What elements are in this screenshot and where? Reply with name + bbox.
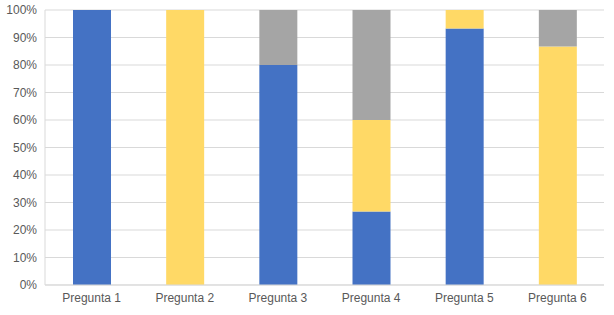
svg-text:Pregunta 3: Pregunta 3 <box>249 291 308 305</box>
svg-text:Pregunta 1: Pregunta 1 <box>62 291 121 305</box>
svg-text:50%: 50% <box>13 141 37 155</box>
svg-text:Pregunta 5: Pregunta 5 <box>435 291 494 305</box>
svg-text:Pregunta 4: Pregunta 4 <box>342 291 401 305</box>
svg-text:Pregunta 2: Pregunta 2 <box>155 291 214 305</box>
svg-text:20%: 20% <box>13 223 37 237</box>
svg-text:80%: 80% <box>13 58 37 72</box>
svg-text:90%: 90% <box>13 31 37 45</box>
svg-text:60%: 60% <box>13 113 37 127</box>
svg-text:70%: 70% <box>13 86 37 100</box>
svg-text:10%: 10% <box>13 251 37 265</box>
svg-text:0%: 0% <box>20 278 38 292</box>
svg-text:30%: 30% <box>13 196 37 210</box>
svg-text:40%: 40% <box>13 168 37 182</box>
svg-text:Pregunta 6: Pregunta 6 <box>528 291 587 305</box>
svg-text:100%: 100% <box>6 3 37 17</box>
